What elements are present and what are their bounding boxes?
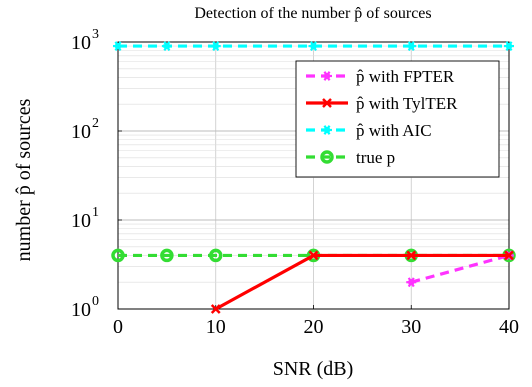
y-tick-label: 10 [71,210,91,232]
y-axis-label: number p̂ of sources [13,98,35,261]
y-tick-exponent: 0 [92,294,99,309]
legend-entry: true p [306,148,395,167]
data-point [504,41,514,51]
series-line [214,253,509,311]
legend-marker [322,71,332,81]
y-tick-exponent: 2 [92,116,99,131]
y-tick-exponent: 1 [92,205,99,220]
legend-marker [322,125,332,135]
data-point [406,41,417,51]
legend-entry: p̂ with AIC [306,121,432,140]
x-tick-label: 20 [304,316,324,338]
legend: p̂ with FPTER p̂ with TylTER p̂ with AIC tr… [295,60,500,178]
series-2 [113,41,514,51]
x-tick-label: 10 [206,316,226,338]
data-point [160,248,174,263]
legend-label: p̂ with AIC [356,121,432,140]
legend-marker [322,98,332,108]
x-tick-label: 30 [401,316,421,338]
x-ticks: 0 10 20 30 40 [113,305,519,338]
y-tick-label: 10 [71,32,91,54]
x-axis-label: SNR (dB) [273,358,354,380]
data-point [504,250,514,261]
data-point [406,250,417,261]
legend-label: p̂ with FPTER [356,67,455,86]
data-point [308,41,319,51]
y-tick-label: 10 [71,299,91,321]
legend-entry: p̂ with TylTER [306,94,458,113]
data-point [308,250,319,261]
data-point [113,41,123,51]
series-1 [210,250,514,314]
data-point [210,41,221,51]
data-point [210,304,221,314]
legend-marker [320,150,334,164]
series-group [111,41,516,314]
x-tick-label: 40 [499,316,519,338]
legend-label: true p [356,148,395,167]
data-point [111,248,125,263]
y-tick-label: 10 [71,121,91,143]
legend-label: p̂ with TylTER [356,94,458,113]
data-point [406,277,417,288]
series-line [410,253,510,284]
data-point [161,41,172,51]
x-tick-label: 0 [113,316,123,338]
legend-entry: p̂ with FPTER [306,67,455,86]
chart-title: Detection of the number p̂ of sources [194,5,431,22]
data-point [209,248,223,263]
y-tick-exponent: 3 [92,27,99,42]
